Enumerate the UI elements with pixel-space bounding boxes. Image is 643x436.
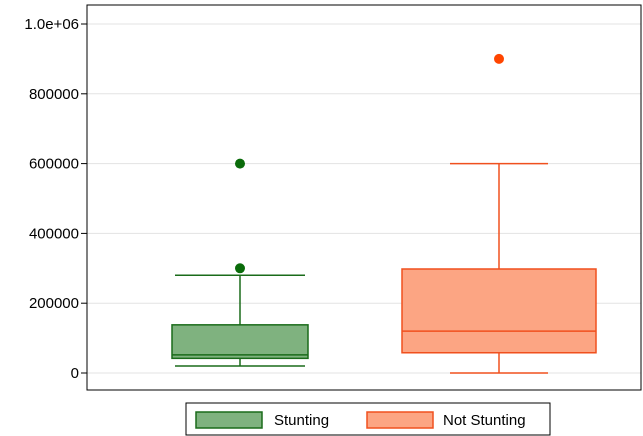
legend: Stunting Not Stunting xyxy=(185,402,551,436)
legend-swatch-stunting xyxy=(195,411,263,429)
outlier-point xyxy=(494,53,504,64)
outlier-point xyxy=(235,158,245,169)
interquartile-box xyxy=(171,324,309,360)
y-tick-label: 1.0e+06 xyxy=(24,16,79,33)
y-tick-label: 0 xyxy=(71,365,79,382)
box-plot-series xyxy=(171,53,597,374)
interquartile-box xyxy=(401,268,597,354)
plot-area-frame xyxy=(86,4,642,391)
y-tick-label: 200000 xyxy=(29,295,79,312)
y-axis-ticks: 0 200000 400000 600000 800000 1.0e+06 xyxy=(24,16,87,382)
y-tick-label: 800000 xyxy=(29,86,79,103)
legend-swatch-not-stunting xyxy=(366,411,434,429)
y-tick-label: 400000 xyxy=(29,225,79,242)
box-not-stunting xyxy=(401,53,597,374)
outlier-point xyxy=(235,263,245,274)
legend-label-not-stunting: Not Stunting xyxy=(443,412,526,429)
gridlines xyxy=(87,23,641,374)
legend-label-stunting: Stunting xyxy=(274,412,329,429)
box-stunting xyxy=(171,158,309,367)
y-tick-label: 600000 xyxy=(29,156,79,173)
